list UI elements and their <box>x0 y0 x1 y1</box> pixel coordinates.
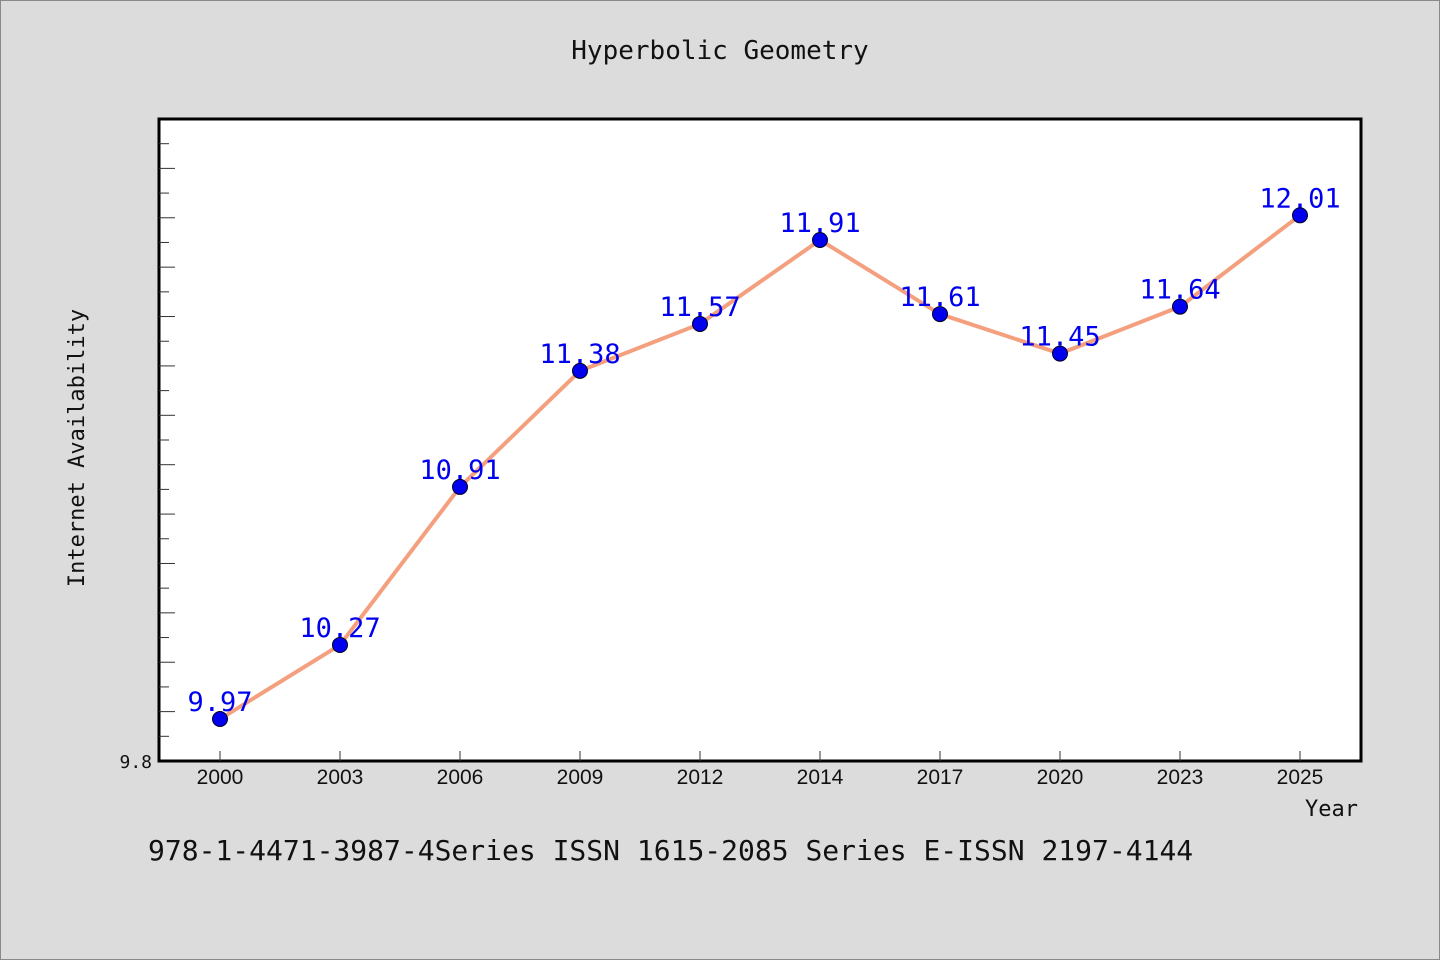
data-point <box>452 478 468 495</box>
data-point <box>1292 207 1308 224</box>
y-axis-label: Internet Availability <box>65 309 90 587</box>
data-label: 11.61 <box>899 282 980 313</box>
footer-publication-info: 978-1-4471-3987-4Series ISSN 1615-2085 S… <box>148 834 1194 867</box>
chart-title: Hyperbolic Geometry <box>571 36 869 66</box>
data-labels: 9.97 10.27 10.91 11.38 11.57 11.91 11.61 11.45 1… <box>187 183 1340 718</box>
data-point <box>932 306 948 323</box>
y-tick-labels: 9.8 <box>119 752 152 773</box>
data-label: 10.91 <box>419 455 500 486</box>
x-tick-labels: 2000 2003 2006 2009 2012 2014 2017 2020 2023 2025 <box>197 766 1324 789</box>
y-axis-ticks <box>159 143 175 737</box>
x-tick-label: 2003 <box>317 766 364 789</box>
series-line <box>218 213 1302 722</box>
data-point <box>1052 345 1068 362</box>
data-label: 11.91 <box>779 208 860 239</box>
data-point <box>572 362 588 379</box>
data-label: 9.97 <box>187 687 252 718</box>
x-axis-ticks <box>219 751 1301 761</box>
data-points <box>212 207 1308 728</box>
x-tick-label: 2020 <box>1037 766 1084 789</box>
x-axis-label: Year <box>1305 797 1358 822</box>
data-point <box>332 636 348 653</box>
data-label: 10.27 <box>299 613 380 644</box>
plot-area <box>157 117 1363 763</box>
data-label: 12.01 <box>1259 183 1340 214</box>
x-tick-label: 2006 <box>437 766 484 789</box>
x-tick-label: 2017 <box>917 766 964 789</box>
x-tick-label: 2009 <box>557 766 604 789</box>
x-tick-label: 2000 <box>197 766 244 789</box>
x-tick-label: 2025 <box>1277 766 1324 789</box>
data-point <box>212 711 228 728</box>
y-tick-label: 9.8 <box>119 752 152 773</box>
data-point <box>812 231 828 248</box>
data-label: 11.38 <box>539 339 620 370</box>
x-tick-label: 2023 <box>1157 766 1204 789</box>
data-label: 11.57 <box>659 292 740 323</box>
x-tick-label: 2012 <box>677 766 724 789</box>
data-point <box>1172 298 1188 315</box>
data-label: 11.45 <box>1019 322 1100 353</box>
data-point <box>692 315 708 332</box>
data-label: 11.64 <box>1139 275 1220 306</box>
x-tick-label: 2014 <box>797 766 844 789</box>
